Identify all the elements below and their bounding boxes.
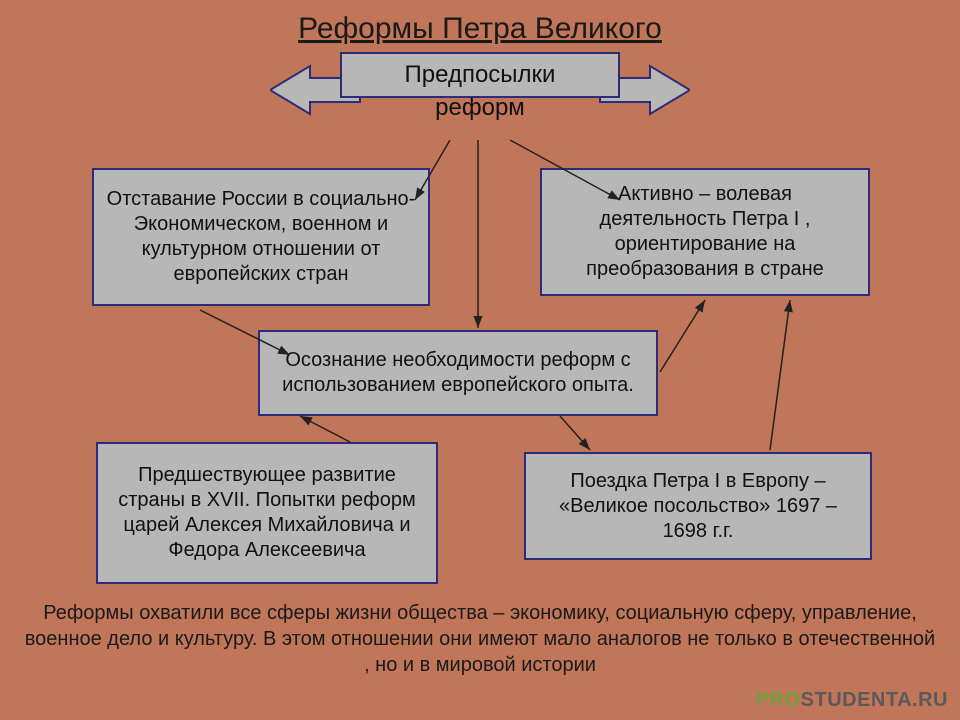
watermark-part2: STUDENTA.RU bbox=[801, 689, 948, 711]
node-awareness: Осознание необходимости реформ с использ… bbox=[258, 330, 658, 416]
banner-line1: Предпосылки bbox=[405, 61, 556, 89]
banner: Предпосылки реформ bbox=[270, 52, 690, 144]
node-lag: Отставание России в социально- Экономиче… bbox=[92, 168, 430, 306]
node-text: Предшествующее развитие страны в XVII. П… bbox=[108, 463, 426, 563]
watermark: PROSTUDENTA.RU bbox=[756, 689, 948, 712]
node-predecessor: Предшествующее развитие страны в XVII. П… bbox=[96, 442, 438, 584]
node-text: Отставание России в социально- Экономиче… bbox=[104, 187, 418, 287]
page-title: Реформы Петра Великого bbox=[0, 12, 960, 46]
watermark-part1: PRO bbox=[756, 689, 801, 711]
node-text: Активно – волевая деятельность Петра I ,… bbox=[552, 182, 858, 282]
footer-text: Реформы охватили все сферы жизни обществ… bbox=[20, 600, 940, 678]
node-text: Поездка Петра I в Европу – «Великое посо… bbox=[536, 469, 860, 544]
node-embassy: Поездка Петра I в Европу – «Великое посо… bbox=[524, 452, 872, 560]
banner-line2: реформ bbox=[340, 94, 620, 122]
node-activity: Активно – волевая деятельность Петра I ,… bbox=[540, 168, 870, 296]
banner-title-box: Предпосылки bbox=[340, 52, 620, 98]
node-text: Осознание необходимости реформ с использ… bbox=[270, 348, 646, 398]
